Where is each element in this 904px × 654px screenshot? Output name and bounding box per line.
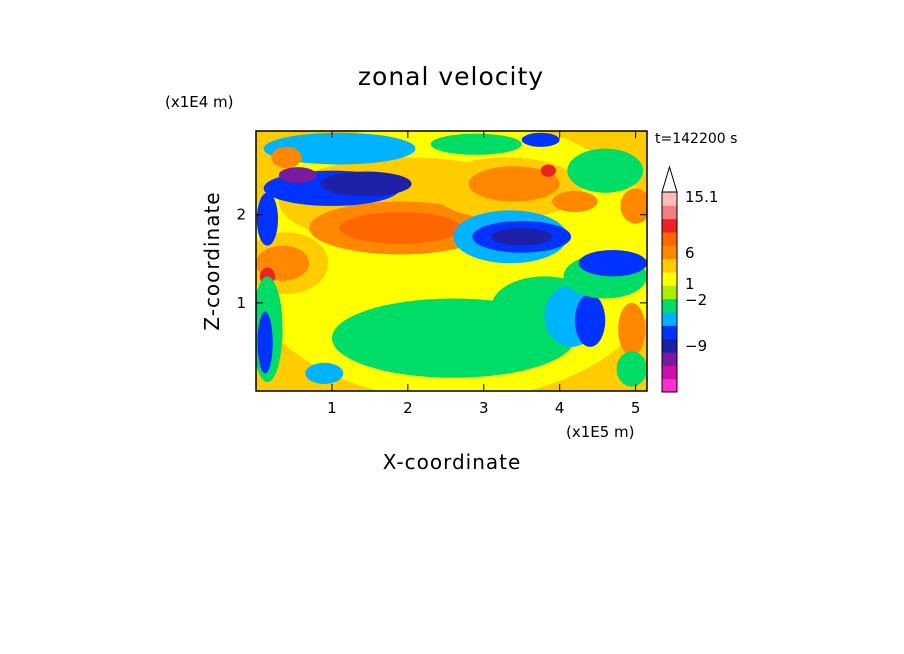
contour-region: [339, 212, 461, 244]
colorbar-segment: [662, 285, 677, 300]
contour-region: [491, 227, 553, 246]
plot-frame: [255, 130, 648, 392]
x-tick-label: 4: [555, 399, 565, 417]
contour-region: [263, 132, 416, 165]
colorbar-segment: [662, 272, 677, 286]
colorbar-segment: [662, 365, 677, 380]
y-tick-label: 2: [236, 206, 246, 224]
colorbar-segment: [662, 338, 677, 353]
colorbar-segment: [662, 258, 677, 273]
contour-region: [468, 166, 560, 202]
colorbar-segment: [662, 378, 677, 393]
colorbar-segment: [662, 325, 677, 340]
contour-region: [521, 132, 560, 147]
x-axis-label: X-coordinate: [383, 450, 522, 474]
colorbar-label: −2: [685, 291, 707, 309]
colorbar-label: −9: [685, 337, 707, 355]
contour-region: [540, 164, 556, 177]
plot-area: [256, 131, 647, 391]
contour-region: [618, 302, 646, 356]
colorbar: [661, 165, 678, 393]
contour-region: [552, 190, 598, 213]
x-tick-label: 1: [327, 399, 337, 417]
contour-region: [320, 171, 412, 197]
colorbar-segment: [662, 205, 677, 220]
contour-region: [567, 148, 644, 193]
contour-region: [620, 188, 647, 224]
colorbar-segment: [662, 192, 677, 206]
contour-region: [278, 167, 317, 183]
colorbar-label: 1: [685, 275, 695, 293]
contour-region: [578, 249, 647, 277]
colorbar-labels: 15.1 6 1−2 −9: [685, 188, 718, 355]
colorbar-segment: [662, 218, 677, 233]
x-tick-label: 2: [403, 399, 413, 417]
colorbar-overflow-arrow: [661, 165, 678, 193]
contour-regions: [256, 131, 647, 391]
contour-region: [257, 311, 273, 374]
x-axis-ticks: 1 2 3 4 5: [327, 131, 640, 417]
contour-region: [256, 192, 279, 246]
colorbar-segment: [662, 312, 677, 326]
time-label: t=142200 s: [655, 131, 737, 147]
chart-title: zonal velocity: [358, 62, 544, 91]
y-axis-label: Z-coordinate: [200, 191, 224, 330]
x-tick-label: 3: [479, 399, 489, 417]
y-tick-label: 1: [236, 294, 246, 312]
colorbar-label: 15.1: [685, 188, 718, 206]
contour-region: [616, 351, 647, 387]
y-axis-ticks: 12: [236, 206, 647, 312]
contour-region: [574, 294, 606, 347]
y-multiplier-label: (x1E4 m): [165, 93, 234, 111]
contour-region: [271, 146, 302, 169]
colorbar-segment: [662, 245, 677, 260]
colorbar-segment: [662, 232, 677, 246]
x-multiplier-label: (x1E5 m): [566, 423, 635, 441]
contour-region: [430, 133, 522, 155]
colorbar-label: 6: [685, 244, 695, 262]
contour-region: [305, 362, 344, 384]
colorbar-segment: [662, 298, 677, 313]
x-tick-label: 5: [631, 399, 641, 417]
colorbar-segment: [662, 352, 677, 366]
